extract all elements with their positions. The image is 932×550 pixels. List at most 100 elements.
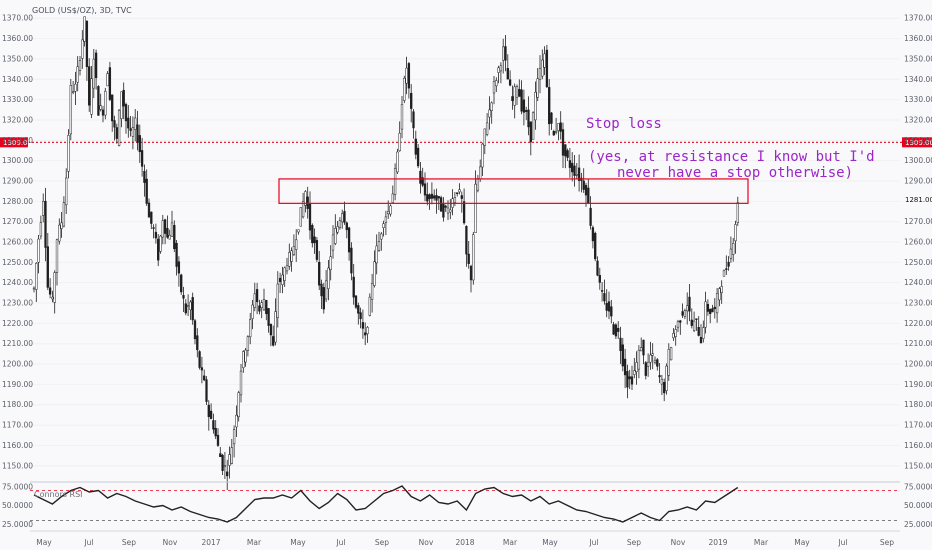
candle-body [430,193,434,199]
candle-body [598,275,601,283]
rsi-tick-label-left: 75.0000 [2,482,33,491]
candle-body [720,286,723,293]
candle-body [92,58,95,89]
candle-body [541,59,544,77]
candle-body [46,246,49,288]
candle-body [357,305,360,314]
candle-body [573,165,576,176]
candle-body [380,233,383,240]
candle-body [341,213,344,223]
rsi-tick-label-left: 25.0000 [2,520,33,529]
price-tick-label-right: 1290.00 [904,176,932,185]
candle-body [605,302,608,311]
candle-body [435,195,438,201]
price-tick-label-left: 1190.00 [2,380,33,389]
candle-body [104,90,107,116]
price-tick-label-left: 1220.00 [2,319,33,328]
candle-body [226,471,229,477]
price-tick-label-right: 1300.00 [904,156,932,165]
candle-body [212,420,215,430]
candle-body [39,222,43,237]
candle-body [37,238,40,263]
candle-body [244,349,247,363]
candle-body [209,410,213,419]
price-tick-label-left: 1340.00 [2,75,33,84]
candle-body [667,349,670,376]
candle-body [729,248,733,259]
candle-body [697,327,700,336]
time-tick-label: Mar [247,538,262,547]
candle-body [81,39,84,59]
candle-body [150,211,153,224]
candle-body [403,77,406,101]
candle-body [193,320,197,340]
candle-body [131,127,135,137]
candle-body [538,67,542,80]
candle-body [304,191,307,206]
candle-body [502,46,505,61]
candle-body [444,205,447,208]
candle-body [76,66,79,83]
price-tick-label-right: 1210.00 [904,339,932,348]
candle-body [42,201,45,216]
price-tick-label-left: 1370.00 [2,14,33,23]
time-tick-label: Jul [837,538,847,547]
candle-body [85,21,89,68]
candle-body [672,333,675,339]
candle-body [584,185,588,196]
candle-body [366,327,369,335]
time-tick-label: Sep [627,538,641,547]
candle-body [249,319,252,338]
candle-body [260,302,263,308]
candle-body [621,344,624,367]
candle-body [566,150,569,158]
candle-body [582,180,585,190]
candle-body [62,202,66,227]
price-tick-label-left: 1360.00 [2,34,33,43]
candle-body [416,147,420,167]
candle-body [315,240,319,260]
price-tick-label-left: 1180.00 [2,400,33,409]
candle-body [550,112,553,124]
candle-body [292,246,296,255]
current-price-badge [902,194,932,205]
candle-body [297,229,300,233]
candle-body [173,225,176,250]
candle-body [88,66,91,106]
candle-body [589,207,592,226]
candle-body [508,79,512,86]
candle-body [483,128,486,146]
price-tick-label-right: 1370.00 [904,14,932,23]
candle-body [522,99,526,113]
candle-body [465,225,468,255]
price-tick-label-right: 1220.00 [904,319,932,328]
time-tick-label: 2017 [201,538,220,547]
candle-body [134,117,137,130]
time-tick-label: Mar [503,538,518,547]
candle-body [115,127,118,139]
candle-body [354,295,358,308]
rsi-tick-label-left: 50.0000 [2,501,33,510]
candle-body [239,370,243,396]
stop-loss-line: 1309.00 1309.00 [0,137,932,148]
candle-body [55,239,59,273]
candle-body [83,16,86,42]
candle-body [506,68,509,80]
candle-body [184,303,187,314]
candle-body [90,78,93,115]
candle-body [681,311,684,316]
candle-body [407,63,411,89]
candle-body [65,177,68,206]
candle-body [205,379,208,402]
candle-body [467,253,470,264]
candle-body [513,86,516,106]
price-tick-label-left: 1260.00 [2,238,33,247]
candle-body [476,178,480,191]
candle-body [140,150,144,167]
candle-body [617,327,620,332]
rsi-tick-label-right: 50.0000 [904,501,932,510]
candle-body [623,358,627,376]
candle-body [272,336,275,346]
candle-body [343,211,346,223]
